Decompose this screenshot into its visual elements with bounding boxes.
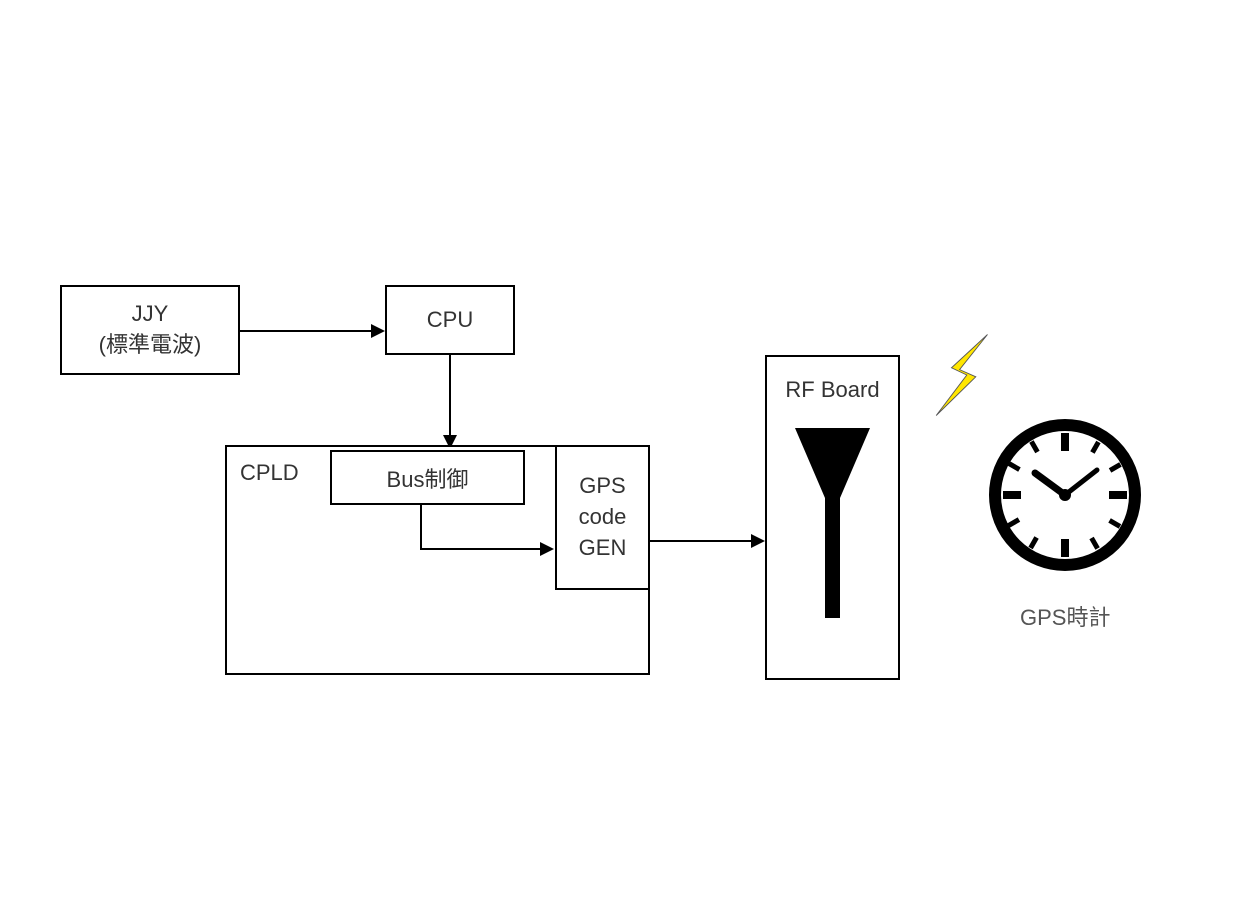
cpu-node: CPU (385, 285, 515, 355)
cpld-label: CPLD (240, 460, 299, 486)
cpu-label: CPU (427, 307, 473, 333)
rf-label: RF Board (785, 377, 879, 403)
lightning-bolt-icon (920, 330, 1010, 420)
jjy-node: JJY (標準電波) (60, 285, 240, 375)
gps-label-2: code (579, 502, 627, 533)
rf-board-node: RF Board (765, 355, 900, 680)
clock-icon (985, 415, 1145, 575)
arrowhead-bus-gps (540, 542, 554, 556)
gps-label-3: GEN (579, 533, 627, 564)
gps-clock-label: GPS時計 (1020, 600, 1110, 632)
arrowhead-gps-rf (751, 534, 765, 548)
edge-cpu-cpld (449, 355, 451, 437)
antenna-icon (790, 423, 875, 623)
edge-gps-rf (650, 540, 753, 542)
arrowhead-jjy-cpu (371, 324, 385, 338)
gps-label-1: GPS (579, 471, 625, 502)
jjy-label-2: (標準電波) (99, 327, 202, 359)
bus-label: Bus制御 (387, 462, 469, 494)
edge-bus-gps-h (420, 548, 542, 550)
bus-control-node: Bus制御 (330, 450, 525, 505)
edge-jjy-cpu (240, 330, 373, 332)
block-diagram: JJY (標準電波) CPU CPLD Bus制御 GPS code GEN R… (0, 0, 1242, 900)
jjy-label-1: JJY (132, 301, 169, 327)
gps-code-gen-node: GPS code GEN (555, 445, 650, 590)
edge-bus-gps-v (420, 505, 422, 550)
